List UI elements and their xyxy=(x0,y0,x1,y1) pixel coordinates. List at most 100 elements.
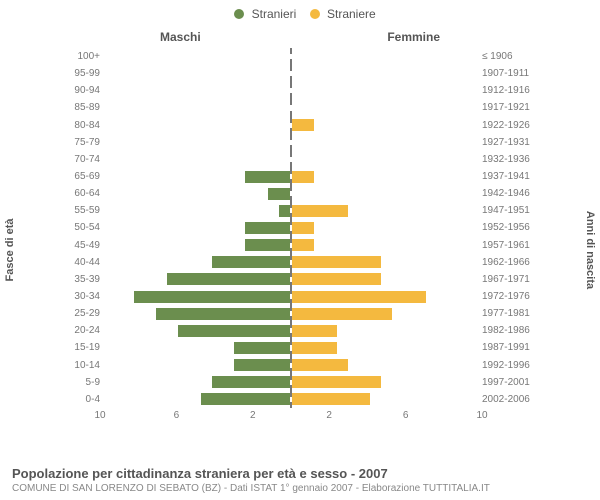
male-bar xyxy=(212,256,290,268)
age-label: 15-19 xyxy=(60,339,104,356)
chart-row: 85-891917-1921 xyxy=(60,99,540,116)
birth-label: 1917-1921 xyxy=(478,99,540,116)
birth-label: 1932-1936 xyxy=(478,151,540,168)
x-tick: 10 xyxy=(476,410,487,421)
female-bar xyxy=(292,256,381,268)
legend-male-label: Stranieri xyxy=(252,7,297,21)
male-half xyxy=(104,237,292,254)
male-half xyxy=(104,151,292,168)
male-bar xyxy=(268,188,290,200)
female-half xyxy=(292,99,478,116)
legend-female-label: Straniere xyxy=(327,7,376,21)
chart-rows: 100+≤ 190695-991907-191190-941912-191685… xyxy=(60,48,540,408)
chart-row: 25-29 1977-1981 xyxy=(60,305,540,322)
birth-label: 1977-1981 xyxy=(478,305,540,322)
age-label: 50-54 xyxy=(60,219,104,236)
male-half xyxy=(104,134,292,151)
birth-label: 1907-1911 xyxy=(478,65,540,82)
age-label: 65-69 xyxy=(60,168,104,185)
female-half xyxy=(292,322,478,339)
male-bar xyxy=(245,222,290,234)
female-bar xyxy=(292,171,314,183)
female-bar xyxy=(292,222,314,234)
age-label: 80-84 xyxy=(60,117,104,134)
birth-label: 1972-1976 xyxy=(478,288,540,305)
x-axis-left: 1062 xyxy=(100,408,291,428)
chart-source: COMUNE DI SAN LORENZO DI SEBATO (BZ) - D… xyxy=(12,483,588,494)
chart-row: 70-74 1932-1936 xyxy=(60,151,540,168)
male-half xyxy=(104,48,292,65)
male-half xyxy=(104,219,292,236)
age-label: 20-24 xyxy=(60,322,104,339)
female-half xyxy=(292,288,478,305)
chart-title: Popolazione per cittadinanza straniera p… xyxy=(12,466,588,481)
male-half xyxy=(104,168,292,185)
female-half xyxy=(292,237,478,254)
birth-label: 2002-2006 xyxy=(478,391,540,408)
chart-row: 5-91997-2001 xyxy=(60,374,540,391)
male-half xyxy=(104,305,292,322)
female-bar xyxy=(292,239,314,251)
x-tick: 2 xyxy=(250,410,256,421)
column-header-female: Femmine xyxy=(387,30,440,44)
female-half xyxy=(292,391,478,408)
birth-label: 1937-1941 xyxy=(478,168,540,185)
female-bar xyxy=(292,376,381,388)
female-bar xyxy=(292,342,337,354)
birth-label: 1947-1951 xyxy=(478,202,540,219)
age-label: 40-44 xyxy=(60,254,104,271)
female-half xyxy=(292,219,478,236)
female-half xyxy=(292,65,478,82)
pyramid-chart: Stranieri Straniere Maschi Femmine Fasce… xyxy=(0,0,600,500)
chart-row: 65-69 1937-1941 xyxy=(60,168,540,185)
x-axis: 1062 2610 xyxy=(100,408,482,428)
male-half xyxy=(104,374,292,391)
age-label: 25-29 xyxy=(60,305,104,322)
birth-label: 1927-1931 xyxy=(478,134,540,151)
x-axis-right: 2610 xyxy=(291,408,482,428)
male-half xyxy=(104,391,292,408)
male-half xyxy=(104,339,292,356)
birth-label: 1987-1991 xyxy=(478,339,540,356)
chart-row: 100+≤ 1906 xyxy=(60,48,540,65)
birth-label: 1997-2001 xyxy=(478,374,540,391)
chart-row: 35-391967-1971 xyxy=(60,271,540,288)
male-bar xyxy=(245,171,290,183)
female-half xyxy=(292,305,478,322)
chart-row: 60-641942-1946 xyxy=(60,185,540,202)
chart-row: 50-541952-1956 xyxy=(60,219,540,236)
legend-female-dot xyxy=(310,9,320,19)
male-half xyxy=(104,185,292,202)
male-bar xyxy=(234,359,290,371)
age-label: 70-74 xyxy=(60,151,104,168)
female-half xyxy=(292,374,478,391)
yaxis-label-right: Anni di nascita xyxy=(584,211,596,289)
female-half xyxy=(292,151,478,168)
birth-label: 1942-1946 xyxy=(478,185,540,202)
male-bar xyxy=(134,291,290,303)
male-bar xyxy=(178,325,290,337)
female-half xyxy=(292,339,478,356)
age-label: 10-14 xyxy=(60,357,104,374)
female-bar xyxy=(292,359,348,371)
female-bar xyxy=(292,205,348,217)
yaxis-label-left: Fasce di età xyxy=(4,219,16,282)
male-bar xyxy=(167,273,290,285)
female-half xyxy=(292,82,478,99)
male-bar xyxy=(156,308,290,320)
male-half xyxy=(104,254,292,271)
age-label: 35-39 xyxy=(60,271,104,288)
chart-row: 10-141992-1996 xyxy=(60,357,540,374)
chart-row: 75-791927-1931 xyxy=(60,134,540,151)
male-half xyxy=(104,202,292,219)
x-tick: 10 xyxy=(94,410,105,421)
column-header-male: Maschi xyxy=(160,30,201,44)
birth-label: 1982-1986 xyxy=(478,322,540,339)
female-bar xyxy=(292,119,314,131)
male-bar xyxy=(245,239,290,251)
chart-body: 100+≤ 190695-991907-191190-941912-191685… xyxy=(60,48,540,428)
birth-label: 1962-1966 xyxy=(478,254,540,271)
chart-row: 80-841922-1926 xyxy=(60,117,540,134)
male-half xyxy=(104,117,292,134)
age-label: 30-34 xyxy=(60,288,104,305)
